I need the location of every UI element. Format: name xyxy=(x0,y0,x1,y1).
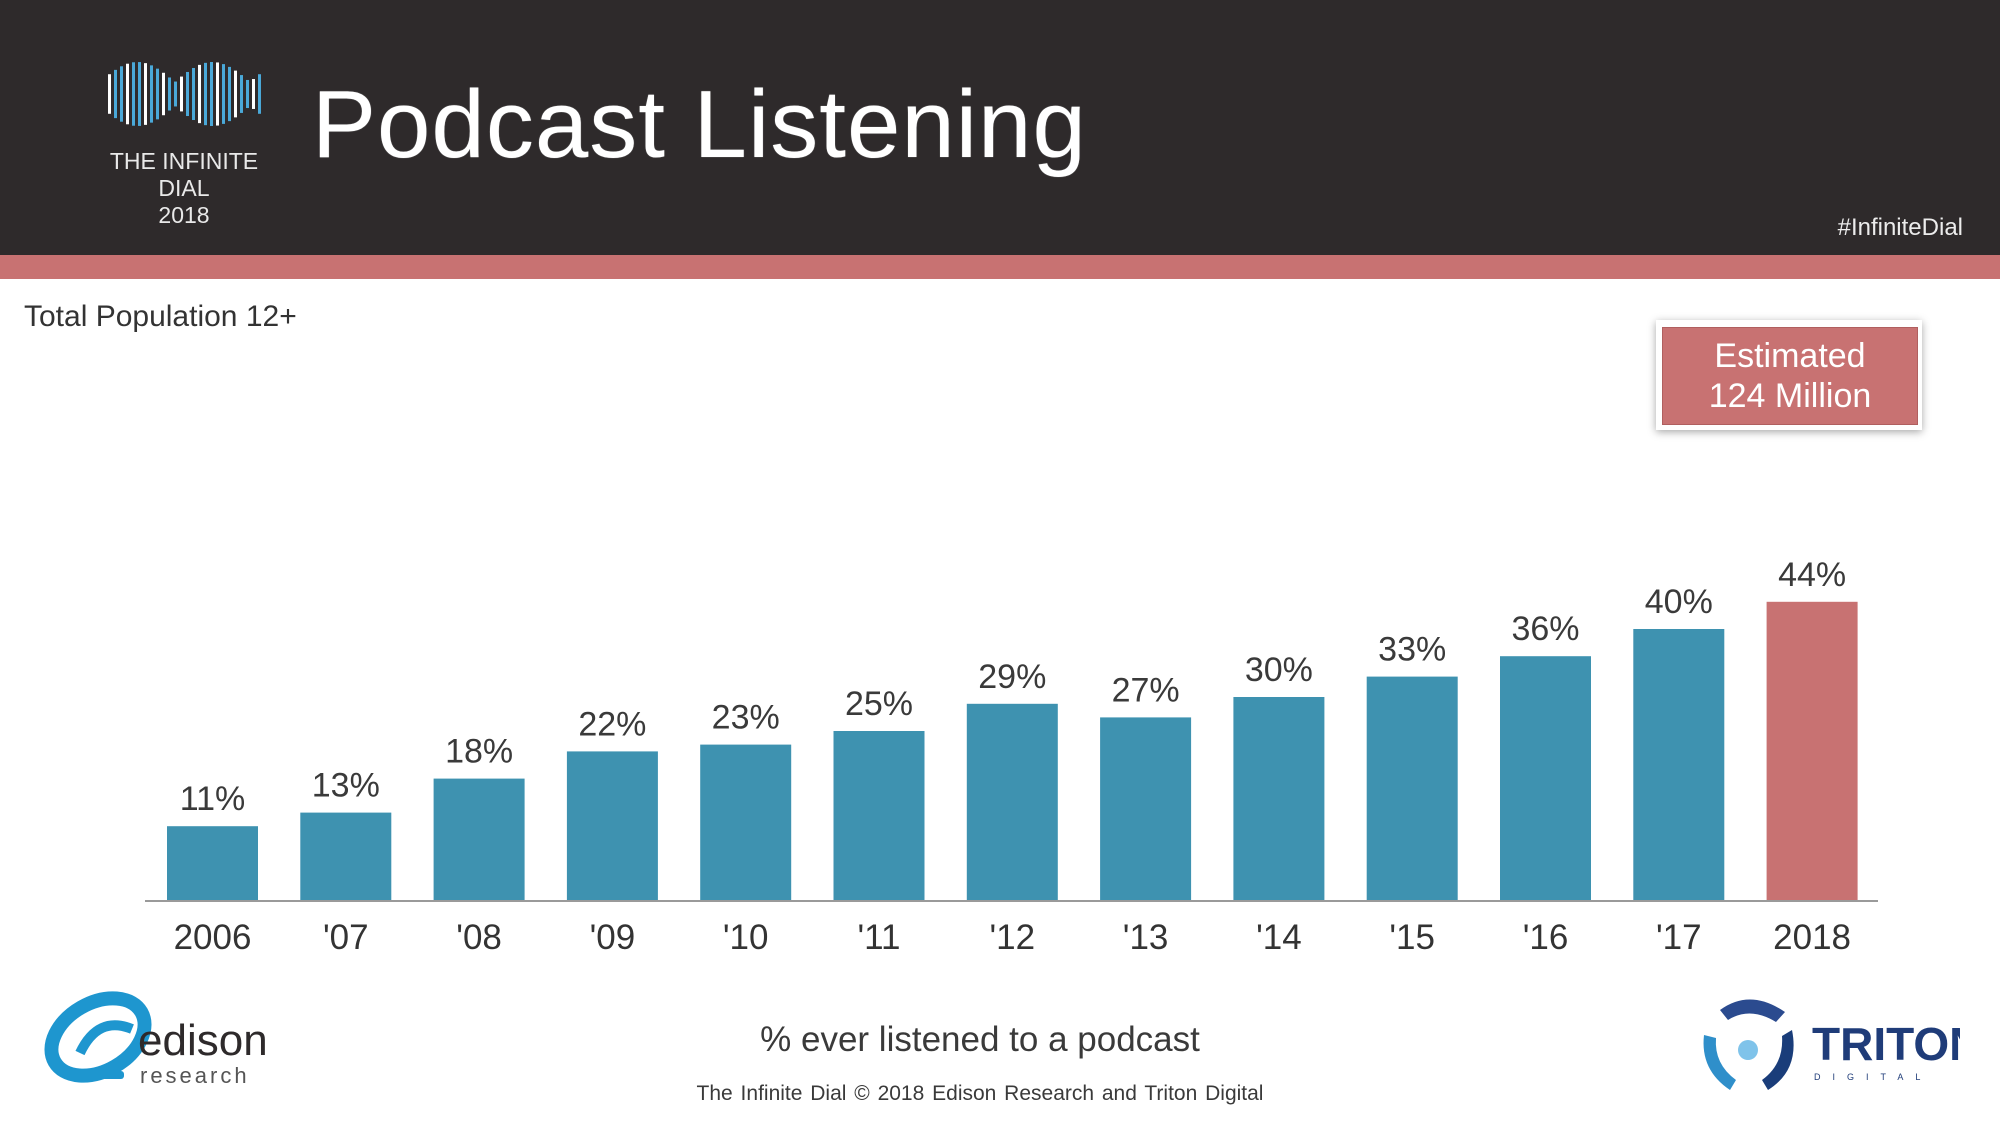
bar-'07 xyxy=(300,812,392,901)
header-bar: THE INFINITE DIAL 2018 Podcast Listening… xyxy=(0,0,2000,255)
callout-line-1: Estimated xyxy=(1714,337,1866,375)
x-tick-label: '14 xyxy=(1256,918,1302,957)
x-tick-label: '08 xyxy=(456,918,502,957)
edison-research-logo-icon: edison research xyxy=(44,991,268,1088)
x-tick-label: '10 xyxy=(723,918,769,957)
copyright-text: The Infinite Dial © 2018 Edison Research… xyxy=(696,1082,1264,1105)
bar-'10 xyxy=(700,744,792,901)
x-axis-title: % ever listened to a podcast xyxy=(760,1020,1200,1059)
hashtag: #InfiniteDial xyxy=(1837,214,1963,241)
x-tick-label: '16 xyxy=(1523,918,1569,957)
accent-stripe xyxy=(0,255,2000,279)
data-label: 40% xyxy=(1645,583,1713,621)
data-label: 33% xyxy=(1378,631,1446,669)
data-label: 23% xyxy=(712,699,780,737)
edison-wordmark: edison xyxy=(138,1016,268,1065)
data-label: 27% xyxy=(1112,671,1180,709)
triton-wordmark: TRITON xyxy=(1812,1018,1960,1070)
x-tick-label: '11 xyxy=(857,918,900,957)
x-tick-label: '15 xyxy=(1389,918,1435,957)
x-tick-label: '07 xyxy=(323,918,369,957)
x-tick-label: '09 xyxy=(590,918,636,957)
brand-line-2: 2018 xyxy=(158,202,210,228)
population-label: Total Population 12+ xyxy=(24,300,297,333)
x-tick-label: 2006 xyxy=(174,918,252,957)
data-label: 18% xyxy=(445,733,513,771)
bar-'09 xyxy=(566,751,658,901)
bar-'12 xyxy=(966,703,1058,901)
x-tick-label: 2018 xyxy=(1773,918,1851,957)
bar-'11 xyxy=(833,731,925,901)
bar-2018 xyxy=(1766,601,1858,901)
data-label: 11% xyxy=(180,780,246,818)
data-label: 30% xyxy=(1245,651,1313,689)
page-title: Podcast Listening xyxy=(312,71,1087,178)
bar-chart: 11% 13%18%22% 23% 25%29% 27%30%33%36%40%44% … xyxy=(145,560,1878,957)
estimate-callout-box: Estimated 124 Million xyxy=(1662,327,1918,425)
data-label: 13% xyxy=(312,767,380,805)
bar-'14 xyxy=(1233,697,1325,901)
brand-line-1: THE INFINITE DIAL xyxy=(109,148,259,201)
triton-subtext: DIGITAL xyxy=(1814,1072,1932,1082)
data-label: 22% xyxy=(578,705,646,743)
data-label: 29% xyxy=(978,658,1046,696)
triton-digital-logo-icon: TRITON DIGITAL xyxy=(1703,999,1960,1090)
bar-'08 xyxy=(433,778,525,901)
data-label: 44% xyxy=(1778,560,1846,594)
bar-'13 xyxy=(1100,717,1192,901)
data-label: 36% xyxy=(1511,610,1579,648)
x-tick-label: '17 xyxy=(1656,918,1702,957)
estimate-callout: Estimated 124 Million xyxy=(1656,320,1922,430)
callout-line-2: 124 Million xyxy=(1708,377,1872,415)
bar-'16 xyxy=(1500,656,1591,901)
infinite-dial-logo-icon xyxy=(108,62,261,126)
brand-name: THE INFINITE DIAL 2018 xyxy=(84,148,284,229)
edison-subtext: research xyxy=(140,1063,250,1088)
bar-'15 xyxy=(1366,676,1458,901)
bar-2006 xyxy=(167,826,258,901)
x-tick-label: '12 xyxy=(989,918,1035,957)
bar-'17 xyxy=(1633,629,1725,901)
x-tick-label: '13 xyxy=(1123,918,1169,957)
data-label: 25% xyxy=(845,685,913,723)
